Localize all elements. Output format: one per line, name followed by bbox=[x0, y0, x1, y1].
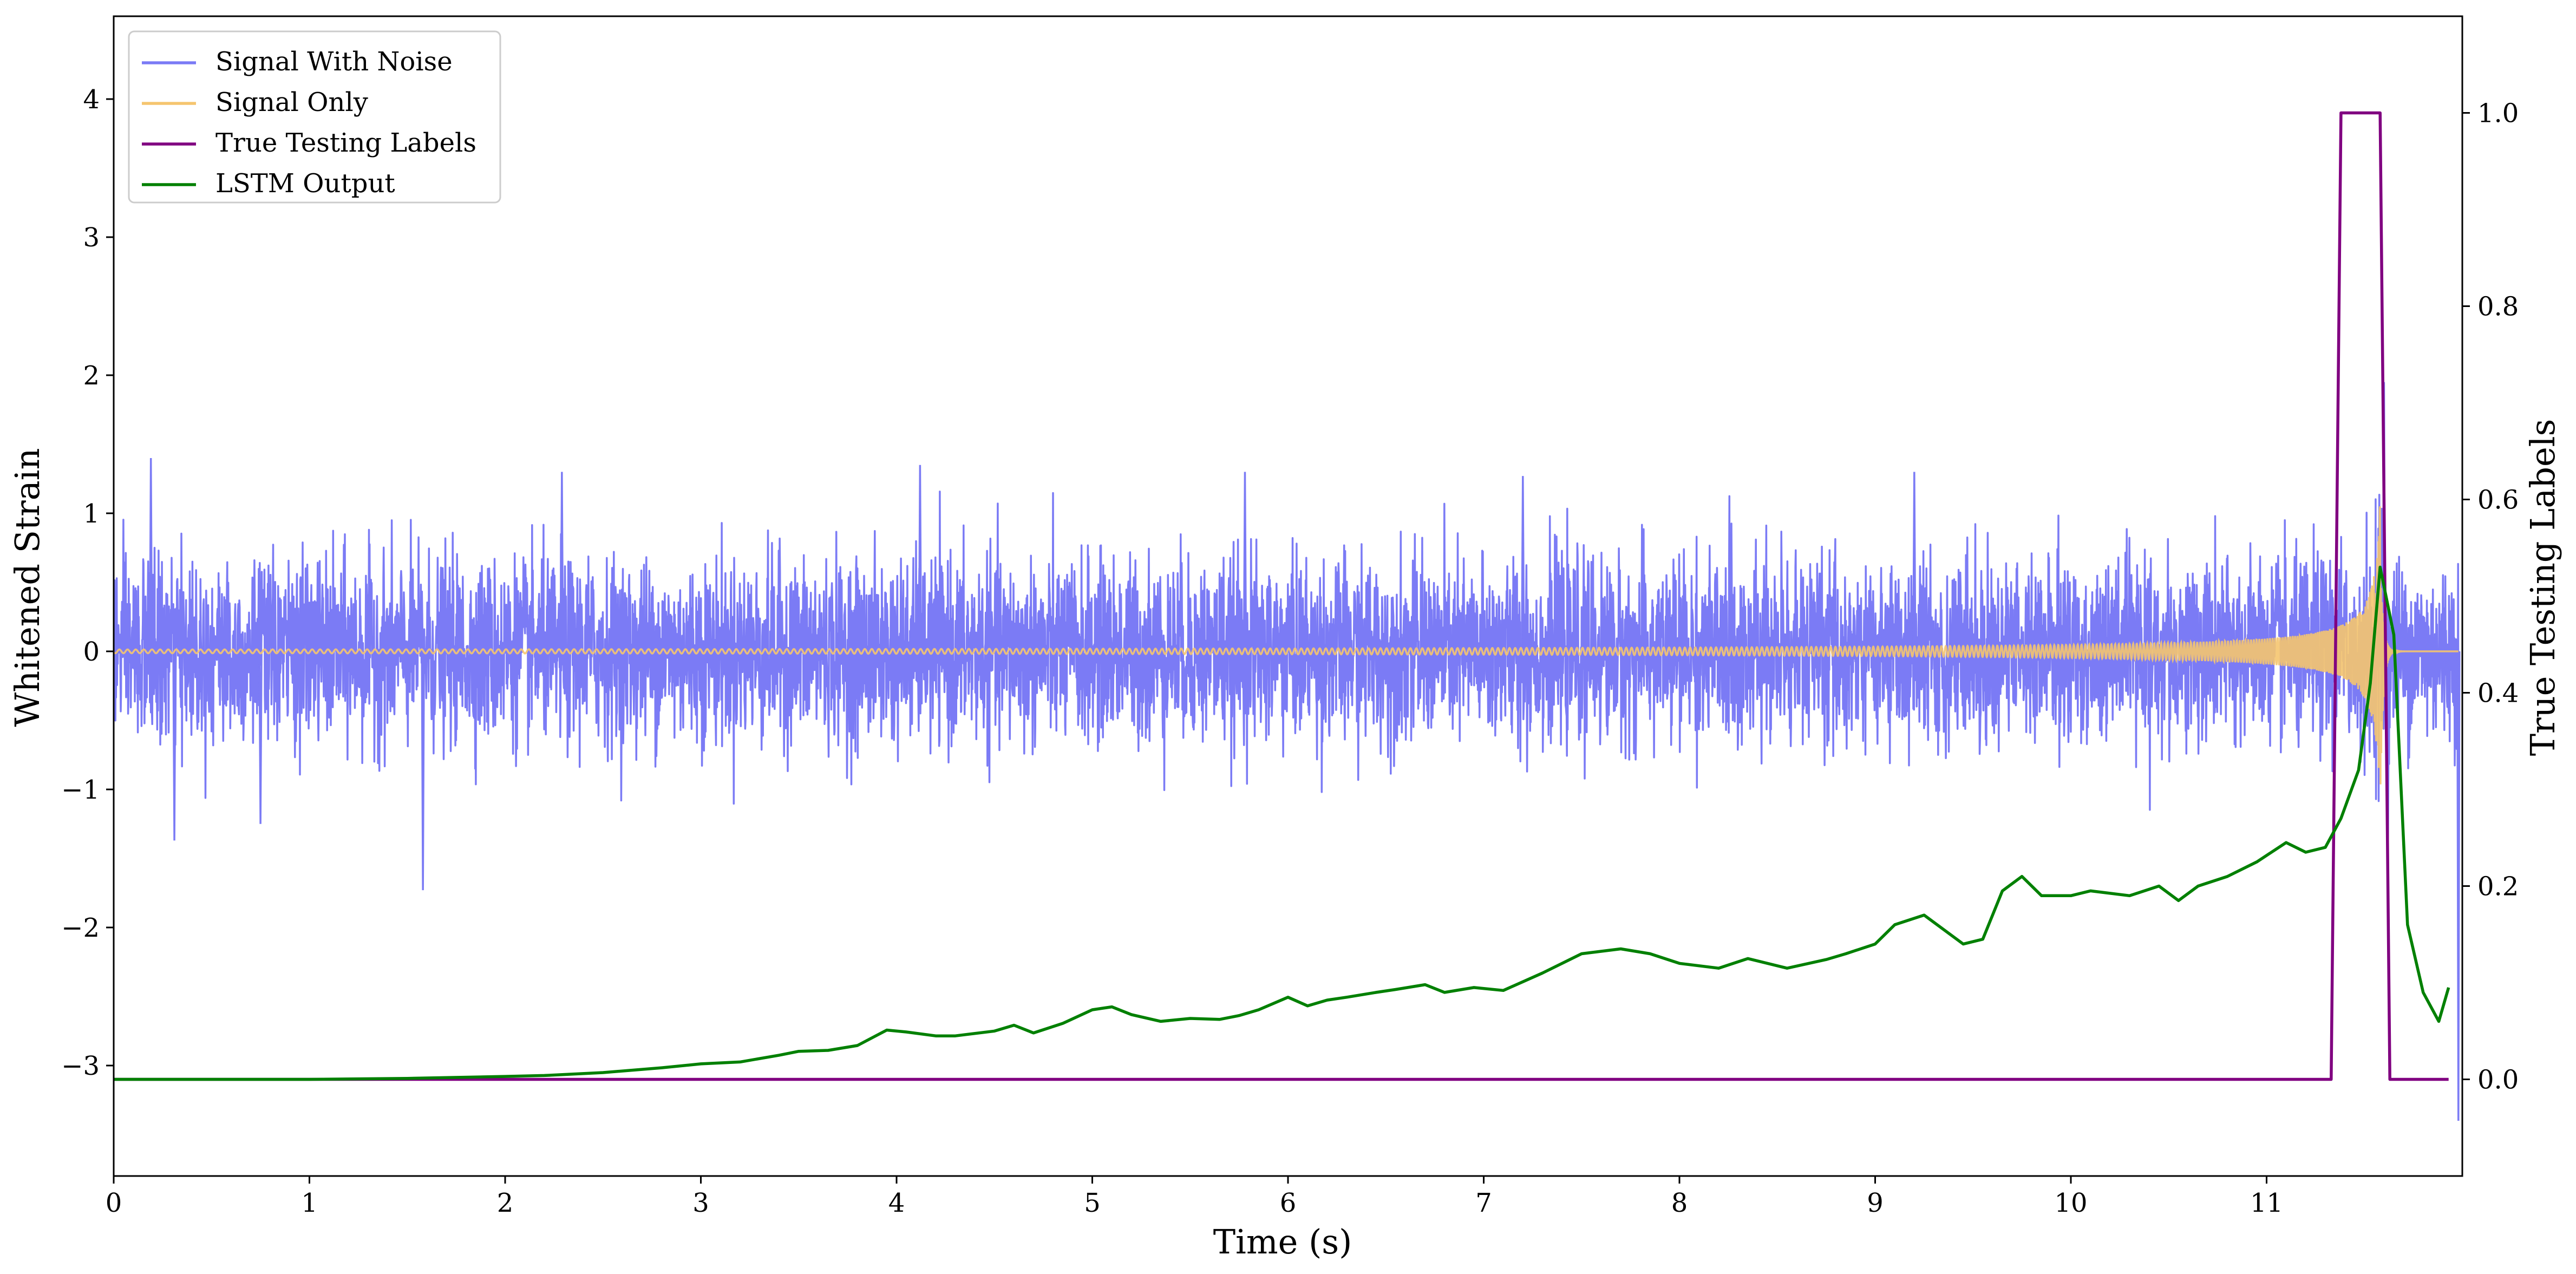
lstm-output-line bbox=[114, 565, 2450, 1081]
x-axis-title: Time (s) bbox=[1213, 1222, 1352, 1262]
y-axis-ticks: −3 −2 −1 0 1 2 3 4 bbox=[61, 84, 114, 1081]
noise-spike bbox=[918, 465, 923, 652]
legend-label: Signal Only bbox=[215, 87, 368, 117]
legend-label: True Testing Labels bbox=[215, 128, 476, 158]
x-tick-label: 10 bbox=[2054, 1188, 2087, 1218]
noise-spike bbox=[2456, 651, 2461, 1121]
legend: Signal With Noise Signal Only True Testing… bbox=[128, 30, 501, 204]
x-tick-label: 11 bbox=[2250, 1188, 2283, 1218]
y2-tick-label: 1.0 bbox=[2477, 99, 2519, 129]
noise-spike bbox=[560, 472, 564, 652]
y2-axis-ticks: 0.0 0.2 0.4 0.6 0.8 1.0 bbox=[2462, 99, 2519, 1095]
x-tick-label: 2 bbox=[497, 1188, 514, 1218]
noise-spike bbox=[258, 651, 263, 824]
y2-tick-label: 0.2 bbox=[2477, 872, 2519, 902]
noise-spike bbox=[1521, 476, 1525, 652]
y-tick-label: −3 bbox=[61, 1051, 100, 1081]
noise-spike bbox=[148, 458, 153, 652]
x-tick-label: 6 bbox=[1280, 1188, 1297, 1218]
x-tick-label: 0 bbox=[106, 1188, 122, 1218]
y-tick-label: 0 bbox=[83, 637, 100, 667]
x-tick-label: 3 bbox=[692, 1188, 709, 1218]
noise-spike bbox=[172, 651, 176, 841]
y2-tick-label: 0.8 bbox=[2477, 292, 2519, 322]
signal-with-noise-line bbox=[114, 491, 2460, 811]
y-tick-label: 4 bbox=[83, 84, 100, 115]
y2-tick-label: 0.4 bbox=[2477, 678, 2519, 709]
y2-tick-label: 0.6 bbox=[2477, 485, 2519, 515]
y-tick-label: 2 bbox=[83, 361, 100, 391]
plot-area bbox=[114, 111, 2461, 1121]
x-tick-label: 7 bbox=[1475, 1188, 1492, 1218]
noise-spike bbox=[1243, 472, 1247, 652]
true-testing-labels-line bbox=[114, 111, 2449, 1081]
y-tick-label: −1 bbox=[61, 775, 100, 805]
x-axis-ticks: 0 1 2 3 4 5 6 7 8 9 10 11 bbox=[106, 1176, 2283, 1218]
x-tick-label: 4 bbox=[888, 1188, 905, 1218]
signal-only-line bbox=[114, 506, 2459, 785]
x-tick-label: 1 bbox=[301, 1188, 318, 1218]
legend-label: Signal With Noise bbox=[215, 47, 453, 77]
y-tick-label: 3 bbox=[83, 223, 100, 253]
x-tick-label: 8 bbox=[1671, 1188, 1688, 1218]
y2-axis-title: True Testing Labels bbox=[2523, 419, 2562, 756]
y-axis-title: Whitened Strain bbox=[8, 448, 47, 727]
y-tick-label: −2 bbox=[61, 913, 100, 943]
legend-label: LSTM Output bbox=[215, 168, 395, 199]
x-tick-label: 5 bbox=[1084, 1188, 1101, 1218]
noise-spike bbox=[1912, 472, 1917, 652]
x-tick-label: 9 bbox=[1867, 1188, 1884, 1218]
legend-box bbox=[128, 30, 501, 204]
y2-tick-label: 0.0 bbox=[2477, 1065, 2519, 1095]
noise-spike bbox=[421, 651, 425, 891]
y-tick-label: 1 bbox=[83, 499, 100, 529]
